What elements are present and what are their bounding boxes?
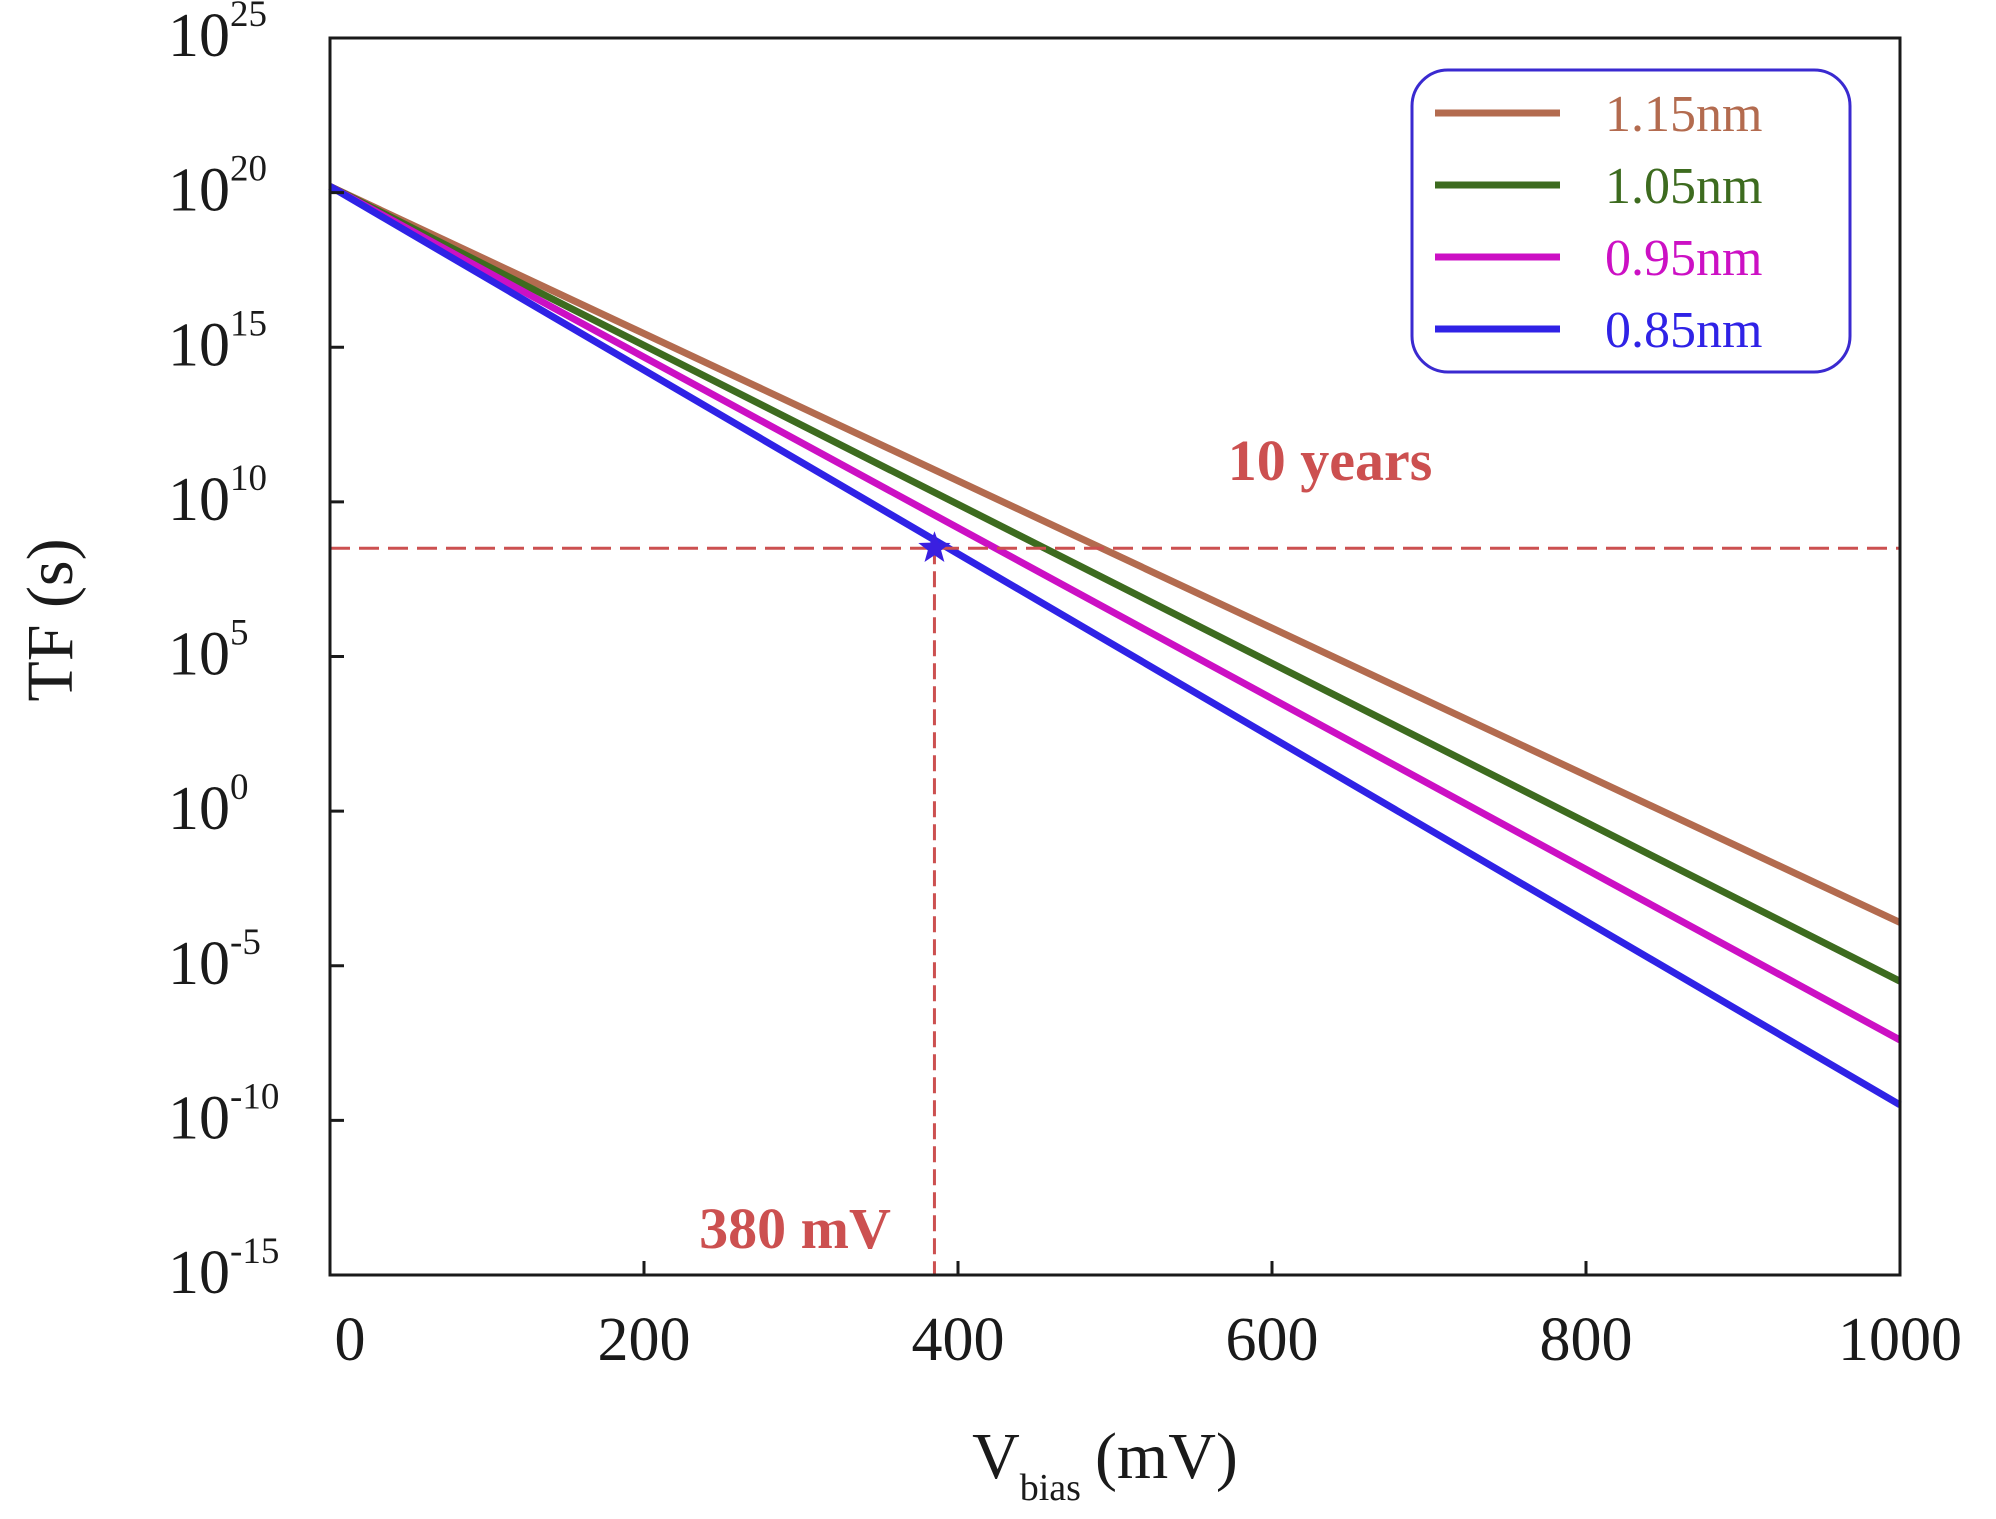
legend: 1.15nm 1.05nm 0.95nm 0.85nm (1410, 68, 1852, 374)
x-tick-label-600: 600 (1226, 1306, 1319, 1374)
y-tick-label-10: 1010 (168, 458, 267, 534)
ten-years-label: 10 years (1228, 428, 1433, 493)
y-tick-label--15: 10-15 (168, 1231, 279, 1307)
y-tick-label--5: 10-5 (168, 922, 261, 998)
y-tick-label-25: 1025 (168, 0, 267, 70)
legend-label-1.05nm: 1.05nm (1605, 158, 1762, 215)
legend-label-0.85nm: 0.85nm (1605, 302, 1762, 359)
plot-layer (328, 183, 1902, 1108)
annotation-layer: 10 years 380 mV (330, 428, 1900, 1275)
x-axis-title-unit: (mV) (1095, 1420, 1238, 1493)
x-tick-label-0: 0 (335, 1306, 366, 1374)
y-tick-label-15: 1015 (168, 303, 267, 379)
legend-box (1410, 68, 1852, 374)
axis-layer: 0 200 400 600 800 1000 1025 1020 1015 1010 105 100 1… (168, 0, 1962, 1374)
star-marker (918, 531, 951, 562)
x-tick-label-800: 800 (1540, 1306, 1633, 1374)
y-tick-label-5: 105 (168, 613, 249, 689)
y-tick-label--10: 10-10 (168, 1076, 279, 1152)
series-line-1.15nm (328, 183, 1902, 926)
x-axis-title-main: V (972, 1420, 1020, 1493)
x-tick-label-1000: 1000 (1838, 1306, 1962, 1374)
x-axis-title: Vbias (mV) (972, 1420, 1238, 1509)
series-line-1.05nm (328, 183, 1902, 985)
threshold-voltage-label: 380 mV (699, 1196, 891, 1261)
legend-label-0.95nm: 0.95nm (1605, 230, 1762, 287)
x-tick-label-200: 200 (598, 1306, 691, 1374)
series-line-0.95nm (328, 183, 1902, 1044)
y-tick-label-20: 1020 (168, 149, 267, 225)
series-line-0.85nm (328, 183, 1902, 1108)
legend-label-1.15nm: 1.15nm (1605, 86, 1762, 143)
y-tick-label-0: 100 (168, 767, 249, 843)
x-axis-title-sub: bias (1020, 1467, 1081, 1509)
y-axis-title: TF (s) (14, 538, 87, 701)
x-tick-label-400: 400 (912, 1306, 1005, 1374)
